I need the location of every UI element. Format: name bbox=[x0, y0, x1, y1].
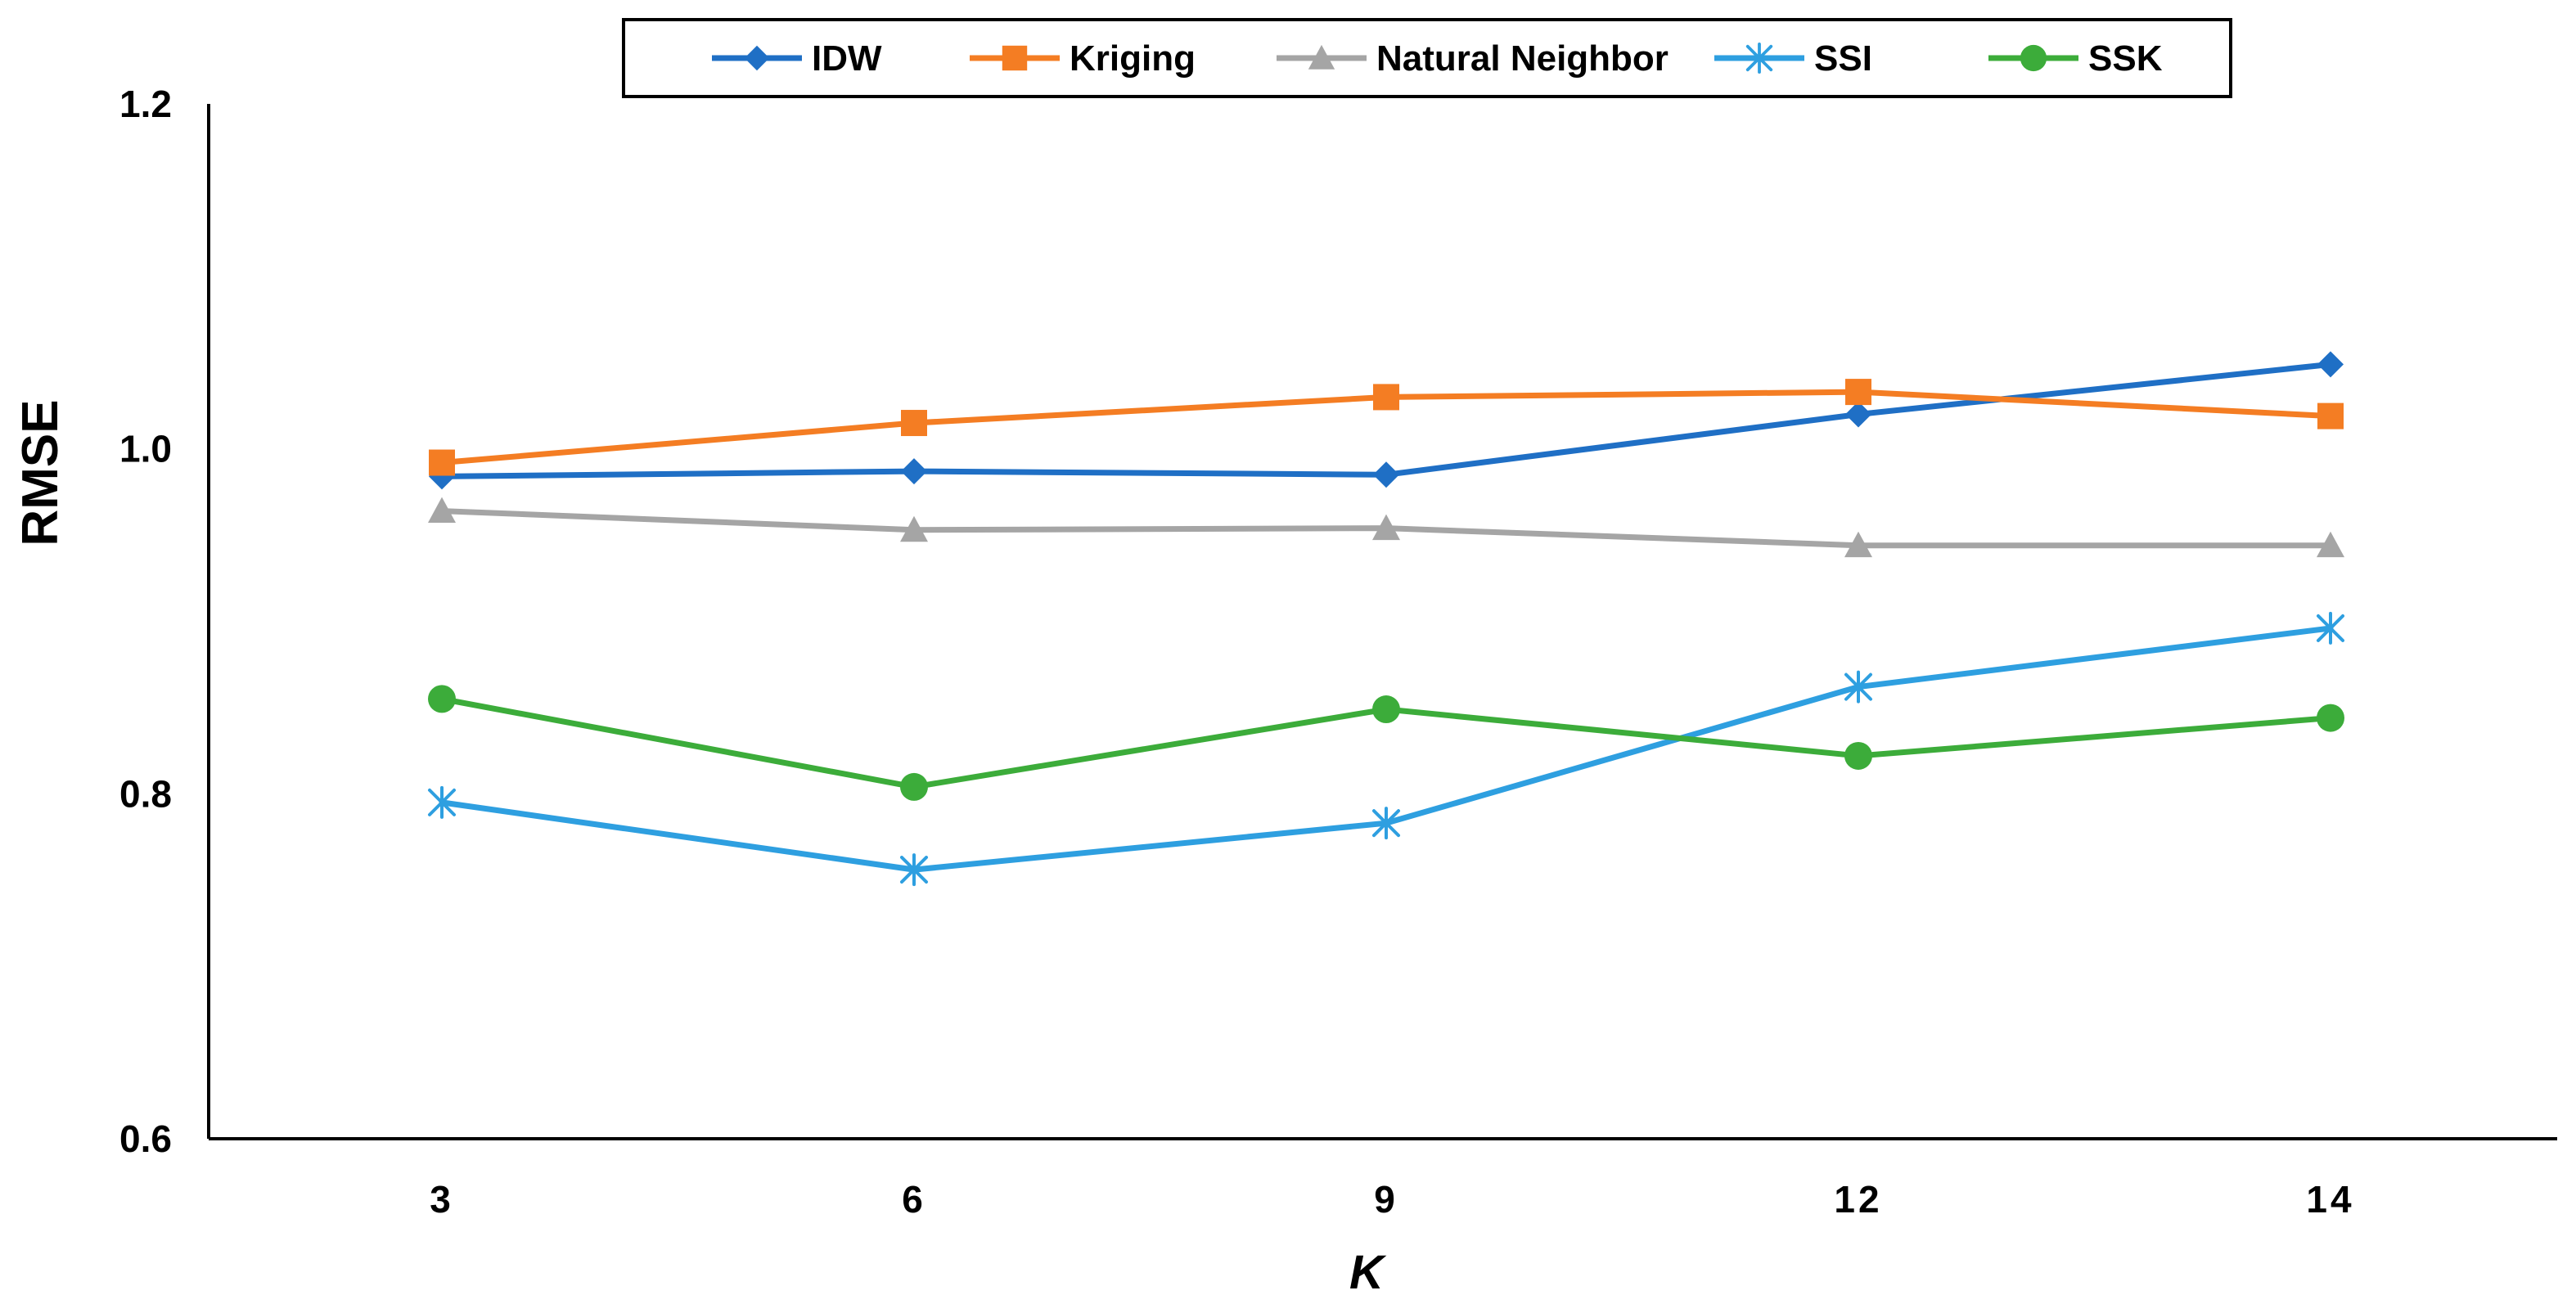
x-tick-label: 12 bbox=[1834, 1178, 1882, 1221]
series-natural-neighbor bbox=[428, 497, 2344, 558]
legend-box bbox=[622, 18, 2232, 98]
data-point-natural-neighbor bbox=[428, 497, 456, 524]
legend-item-natural-neighbor: Natural Neighbor bbox=[1277, 38, 1669, 79]
data-point-kriging bbox=[429, 449, 455, 476]
legend-marker bbox=[1745, 43, 1773, 74]
data-point-ssk bbox=[1844, 741, 1872, 770]
data-point-ssi bbox=[1372, 807, 1400, 840]
series-ssi bbox=[428, 611, 2344, 887]
data-point-natural-neighbor bbox=[2317, 531, 2344, 558]
legend-label: Kriging bbox=[1070, 38, 1196, 79]
data-point-ssi bbox=[2317, 611, 2344, 645]
data-point-idw bbox=[1845, 401, 1871, 428]
data-point-ssk bbox=[900, 772, 928, 801]
y-tick-label: 0.6 bbox=[119, 1117, 172, 1160]
x-tick-label: 14 bbox=[2306, 1178, 2354, 1221]
legend: IDW Kriging Natural Neighbor SSI SSK bbox=[622, 18, 2232, 98]
data-point-kriging bbox=[901, 410, 927, 437]
legend-label: Natural Neighbor bbox=[1376, 38, 1669, 79]
x-tick-label: 3 bbox=[430, 1178, 454, 1221]
data-point-natural-neighbor bbox=[1844, 531, 1872, 558]
y-tick-label: 1.2 bbox=[119, 83, 172, 125]
data-point-idw bbox=[2317, 351, 2344, 378]
legend-item-idw: IDW bbox=[712, 38, 882, 79]
data-point-ssi bbox=[1844, 670, 1872, 704]
data-point-natural-neighbor bbox=[1372, 514, 1400, 541]
data-point-ssk bbox=[428, 685, 456, 713]
legend-item-ssi: SSI bbox=[1714, 38, 1872, 79]
legend-item-kriging: Kriging bbox=[970, 38, 1196, 79]
data-point-ssi bbox=[900, 853, 928, 887]
series-ssk bbox=[428, 685, 2344, 801]
legend-label: IDW bbox=[812, 38, 882, 79]
data-point-kriging bbox=[1845, 379, 1871, 406]
data-point-ssk bbox=[1372, 695, 1400, 724]
data-point-idw bbox=[901, 458, 927, 485]
y-tick-label: 0.8 bbox=[119, 772, 172, 815]
data-point-ssk bbox=[2317, 704, 2344, 732]
x-axis-title: K bbox=[1349, 1246, 1387, 1299]
legend-label: SSK bbox=[2088, 38, 2163, 79]
legend-label: SSI bbox=[1814, 38, 1872, 79]
y-axis-title: RMSE bbox=[12, 399, 69, 546]
legend-marker bbox=[2020, 44, 2047, 72]
legend-marker bbox=[744, 45, 770, 71]
legend-marker bbox=[1308, 44, 1335, 70]
data-point-natural-neighbor bbox=[900, 515, 928, 542]
legend-item-ssk: SSK bbox=[1988, 38, 2163, 79]
data-point-ssi bbox=[428, 785, 456, 819]
y-tick-label: 1.0 bbox=[119, 428, 172, 470]
x-tick-label: 6 bbox=[902, 1178, 926, 1221]
data-point-kriging bbox=[1373, 384, 1399, 411]
data-point-idw bbox=[1373, 461, 1399, 488]
series-kriging bbox=[429, 379, 2344, 476]
legend-marker bbox=[1002, 45, 1028, 71]
x-tick-label: 9 bbox=[1374, 1178, 1398, 1221]
data-point-kriging bbox=[2317, 402, 2344, 429]
